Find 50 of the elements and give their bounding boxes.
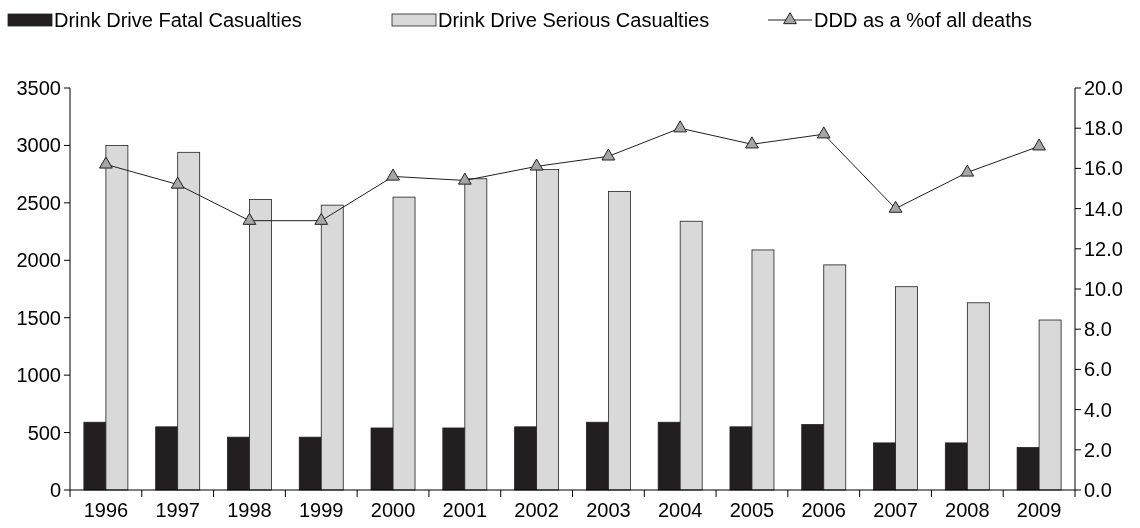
y-tick-label: 1000 (16, 364, 61, 387)
point (745, 136, 759, 149)
y-tick-label: 2500 (16, 191, 61, 214)
point (386, 168, 400, 181)
y-tick-label: 0 (49, 479, 61, 501)
y-tick-label: 2000 (16, 249, 61, 272)
y2-tick-label: 0.0 (1084, 479, 1112, 501)
point (99, 156, 113, 169)
y-tick-label: 500 (27, 421, 61, 444)
point (673, 120, 688, 133)
y-tick-label: 3000 (16, 134, 61, 157)
legend-label: Drink Drive Fatal Casualties (54, 9, 302, 31)
x-tick-label: 1997 (155, 499, 200, 521)
x-tick-label: 1996 (83, 499, 129, 521)
point (888, 200, 903, 213)
point (816, 126, 831, 139)
legend-label: DDD as a %of all deaths (814, 9, 1032, 31)
y2-tick-label: 12.0 (1084, 237, 1123, 260)
point (242, 212, 257, 225)
y2-tick-label: 18.0 (1084, 117, 1123, 140)
y2-tick-label: 2.0 (1084, 438, 1112, 461)
point (1032, 138, 1046, 151)
y2-tick-label: 4.0 (1084, 398, 1112, 421)
legend-label: Drink Drive Serious Casualties (438, 9, 710, 31)
x-tick-label: 2004 (657, 499, 703, 521)
y-tick-label: 3500 (16, 77, 61, 99)
y2-tick-label: 10.0 (1084, 278, 1123, 300)
x-tick-label: 2008 (945, 499, 990, 521)
y2-tick-label: 8.0 (1084, 318, 1112, 341)
x-tick-label: 1998 (227, 499, 272, 521)
x-tick-label: 2001 (442, 499, 488, 521)
point (314, 212, 329, 225)
point (170, 176, 185, 189)
x-tick-label: 1999 (299, 499, 344, 521)
y2-tick-label: 6.0 (1084, 358, 1112, 381)
point (960, 164, 975, 177)
y-tick-label: 1500 (16, 306, 61, 329)
x-tick-label: 2006 (801, 499, 846, 521)
x-tick-label: 2009 (1016, 499, 1062, 521)
point (529, 158, 544, 171)
y2-tick-label: 16.0 (1084, 157, 1123, 180)
x-tick-label: 2003 (586, 499, 631, 521)
point (601, 148, 616, 161)
x-tick-label: 2002 (514, 499, 559, 521)
x-tick-label: 2005 (729, 499, 775, 521)
point (457, 172, 472, 185)
x-tick-label: 2007 (873, 499, 918, 521)
x-tick-label: 2000 (370, 499, 416, 521)
y2-tick-label: 14.0 (1084, 197, 1123, 220)
y2-tick-label: 20.0 (1084, 77, 1123, 99)
